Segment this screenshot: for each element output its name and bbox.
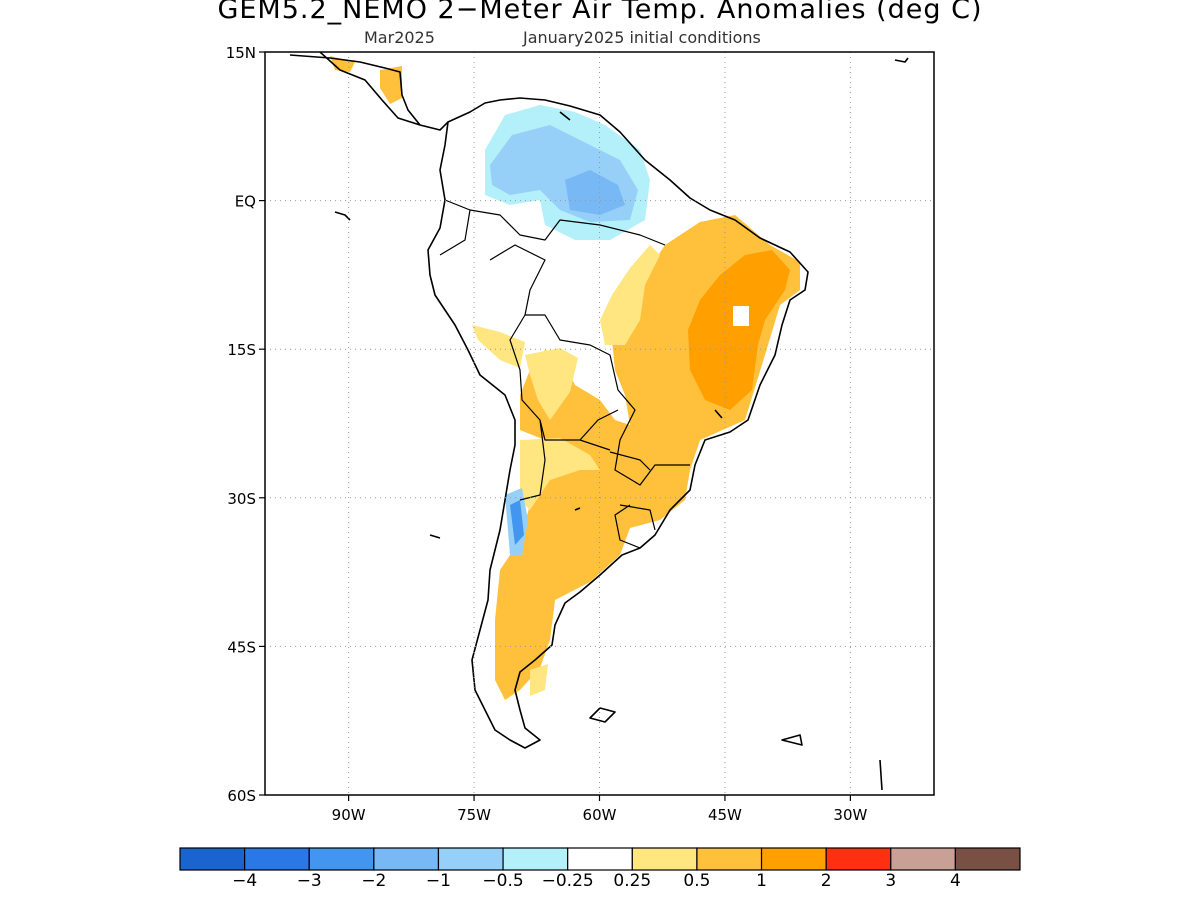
colorbar-swatch: [760, 847, 827, 871]
colorbar-label: 0.5: [683, 871, 710, 891]
colorbar-label: −3: [297, 871, 322, 891]
colorbar-swatch: [631, 847, 698, 871]
south-america-outline: [427, 97, 809, 749]
anomaly-shading: [330, 56, 800, 700]
colorbar: −4 −3 −2 −1 −0.5 −0.25 0.25 0.5 1 2 3 4: [179, 847, 1021, 891]
lon-tick-label: 30W: [833, 806, 867, 824]
colorbar-label: 0.25: [613, 871, 651, 891]
lon-tick-label: 45W: [708, 806, 742, 824]
colorbar-swatch: [696, 847, 763, 871]
map-field: [265, 52, 934, 795]
colorbar-label: −4: [232, 871, 257, 891]
map-axes: 15N EQ 15S 30S 45S 60S 90W 75W 60W 45W 30W: [226, 44, 868, 824]
lat-tick-label: 15N: [226, 44, 256, 62]
colorbar-swatch: [502, 847, 569, 871]
coastlines: [289, 52, 909, 791]
colorbar-label: 1: [756, 871, 767, 891]
anomaly-region-central-america: [330, 56, 402, 104]
anomaly-region-venezuela-cool-3: [565, 170, 625, 215]
lat-tick-label: EQ: [235, 193, 256, 211]
colorbar-swatch: [179, 847, 246, 871]
anomaly-region-ne-brazil: [688, 250, 790, 410]
colorbar-label: −2: [361, 871, 386, 891]
colorbar-label: −0.5: [482, 871, 523, 891]
lon-tick-label: 90W: [332, 806, 366, 824]
anomaly-region-patagonia-yellow: [530, 664, 548, 696]
anomaly-region-bolivia-yellow: [525, 348, 578, 420]
colorbar-label: 4: [950, 871, 961, 891]
colorbar-swatch: [954, 847, 1021, 871]
anomaly-gap: [733, 306, 749, 326]
anomaly-region-peru-yellow: [472, 325, 525, 368]
colorbar-swatch: [567, 847, 633, 871]
chart-title: GEM5.2_NEMO 2−Meter Air Temp. Anomalies …: [217, 0, 983, 25]
colorbar-label: 3: [885, 871, 896, 891]
colorbar-label: 2: [821, 871, 832, 891]
colorbar-swatch: [373, 847, 440, 871]
lat-tick-label: 30S: [227, 490, 256, 508]
colorbar-label: −0.25: [542, 871, 594, 891]
colorbar-swatch: [244, 847, 310, 871]
islands: [334, 57, 909, 791]
central-america-outline: [289, 52, 449, 131]
forecast-month: Mar2025: [364, 28, 435, 47]
colorbar-label: −1: [426, 871, 451, 891]
country-borders: [439, 199, 690, 549]
lon-tick-label: 75W: [457, 806, 491, 824]
colorbar-swatch: [437, 847, 504, 871]
anomaly-region-andes-cool-2: [510, 500, 524, 545]
lat-tick-label: 45S: [227, 638, 256, 656]
anomaly-region-amazon-yellow: [600, 245, 660, 345]
initial-conditions-label: January2025 initial conditions: [523, 28, 761, 47]
lat-tick-label: 15S: [227, 341, 256, 359]
colorbar-swatch: [890, 847, 956, 871]
lon-tick-label: 60W: [583, 806, 617, 824]
colorbar-swatch: [308, 847, 375, 871]
lat-tick-label: 60S: [227, 787, 256, 805]
colorbar-swatch: [825, 847, 892, 871]
